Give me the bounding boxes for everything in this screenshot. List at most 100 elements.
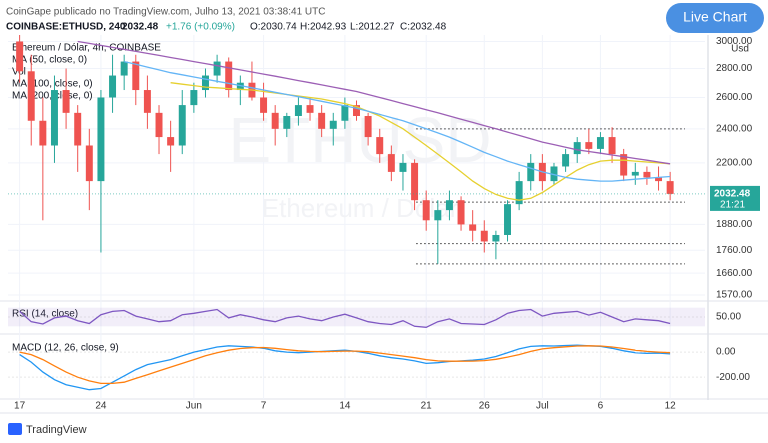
low: L:2012.27 <box>350 22 395 33</box>
candle-body <box>329 120 337 129</box>
candle-body <box>504 204 512 235</box>
button-bg[interactable] <box>666 3 764 33</box>
footer-brand: TradingView <box>26 424 87 436</box>
open: O:2030.74 <box>250 22 297 33</box>
candle-body <box>62 90 70 113</box>
candle-body <box>666 181 674 194</box>
candle-body <box>27 71 35 121</box>
candle-body <box>132 61 140 91</box>
candle-body <box>271 112 279 129</box>
candle-body <box>120 61 128 76</box>
indicator-line <box>19 308 671 328</box>
candle-body <box>85 145 93 182</box>
y-tick-label: 0.00 <box>716 347 736 358</box>
candle-body <box>178 105 186 146</box>
candle-body <box>596 137 604 149</box>
live-chart-button[interactable]: Live Chart <box>666 3 764 33</box>
x-tick-label: Jun <box>186 401 202 412</box>
candle-body <box>97 97 105 182</box>
candle-body <box>109 75 117 98</box>
button-label[interactable]: Live Chart <box>683 9 747 25</box>
candle-body <box>550 166 558 182</box>
candle-body <box>515 181 523 205</box>
legend-entry: Vol <box>12 67 26 78</box>
y-tick-label: 2200.00 <box>716 158 753 169</box>
candle-body <box>573 142 581 155</box>
candle-body <box>201 75 209 91</box>
x-tick-label: 7 <box>261 401 267 412</box>
candle-body <box>143 90 151 113</box>
symbol: COINBASE:ETHUSD, 240 <box>6 22 126 33</box>
y-tick-label: 2400.00 <box>716 123 753 134</box>
x-tick-label: 17 <box>14 401 26 412</box>
candle-body <box>411 162 419 201</box>
x-tick-label: 12 <box>665 401 677 412</box>
legend-entry: MA (50, close, 0) <box>12 55 87 66</box>
candle-body <box>643 171 651 178</box>
indicator-line <box>124 60 671 182</box>
close: C:2032.48 <box>400 22 447 33</box>
candle-body <box>260 97 268 113</box>
footer-logo <box>8 423 22 435</box>
y-tick-label: 3000.00 <box>716 36 753 47</box>
candle-body <box>469 224 477 231</box>
candle-body <box>608 137 616 155</box>
y-tick-label: 2800.00 <box>716 63 753 74</box>
countdown: 21:21 <box>720 200 745 211</box>
candle-body <box>457 200 465 225</box>
candle-body <box>213 61 221 76</box>
candle-body <box>283 115 291 129</box>
candle-body <box>16 41 24 72</box>
candle-body <box>480 230 488 242</box>
candle-body <box>155 112 163 138</box>
candle-body <box>387 154 395 172</box>
indicator-line <box>19 344 671 391</box>
candle-body <box>376 137 384 155</box>
last-price: 2032.48 <box>122 22 159 33</box>
publish-line: CoinGape publicado no TradingView.com, J… <box>6 7 325 18</box>
candle-body <box>353 105 360 116</box>
candle-body <box>445 200 453 211</box>
y-tick-label: 2600.00 <box>716 92 753 103</box>
candle-body <box>225 61 233 91</box>
candle-body <box>562 154 570 167</box>
candle-body <box>167 137 175 146</box>
last-price-label: 2032.48 <box>714 189 751 200</box>
candle-body <box>585 142 593 149</box>
y-tick-label: 50.00 <box>716 312 741 323</box>
candle-body <box>527 162 535 182</box>
last-price-box <box>710 185 760 211</box>
candle-body <box>631 171 639 176</box>
candle-body <box>364 115 372 138</box>
candle-body <box>399 162 407 172</box>
candle-body <box>620 154 628 176</box>
currency-label: Usd <box>731 44 749 55</box>
indicator-line <box>170 82 671 201</box>
candle-body <box>341 105 349 121</box>
candle-body <box>306 105 314 113</box>
rsi-band <box>8 307 705 327</box>
x-tick-label: 26 <box>479 401 491 412</box>
candle-body <box>190 90 198 106</box>
y-tick-label: -200.00 <box>716 372 750 383</box>
y-tick-label: 1660.00 <box>716 268 753 279</box>
panel-title: MACD (12, 26, close, 9) <box>12 343 119 354</box>
x-tick-label: 21 <box>421 401 433 412</box>
x-tick-label: 24 <box>95 401 107 412</box>
candle-body <box>422 200 430 221</box>
y-tick-label: 1880.00 <box>716 219 753 230</box>
legend-entry: MA (100, close, 0) <box>12 79 93 90</box>
high: H:2042.93 <box>300 22 347 33</box>
panel-title: RSI (14, close) <box>12 309 78 320</box>
candle-body <box>434 210 442 221</box>
change: +1.76 (+0.09%) <box>166 22 235 33</box>
x-tick-label: 14 <box>339 401 351 412</box>
panel-title: Ethereum / Dólar, 4h, COINBASE <box>12 43 161 54</box>
candle-body <box>74 112 82 146</box>
x-tick-label: Jul <box>536 401 549 412</box>
candle-body <box>655 177 663 182</box>
y-tick-label: 1760.00 <box>716 245 753 256</box>
candle-body <box>39 120 47 146</box>
